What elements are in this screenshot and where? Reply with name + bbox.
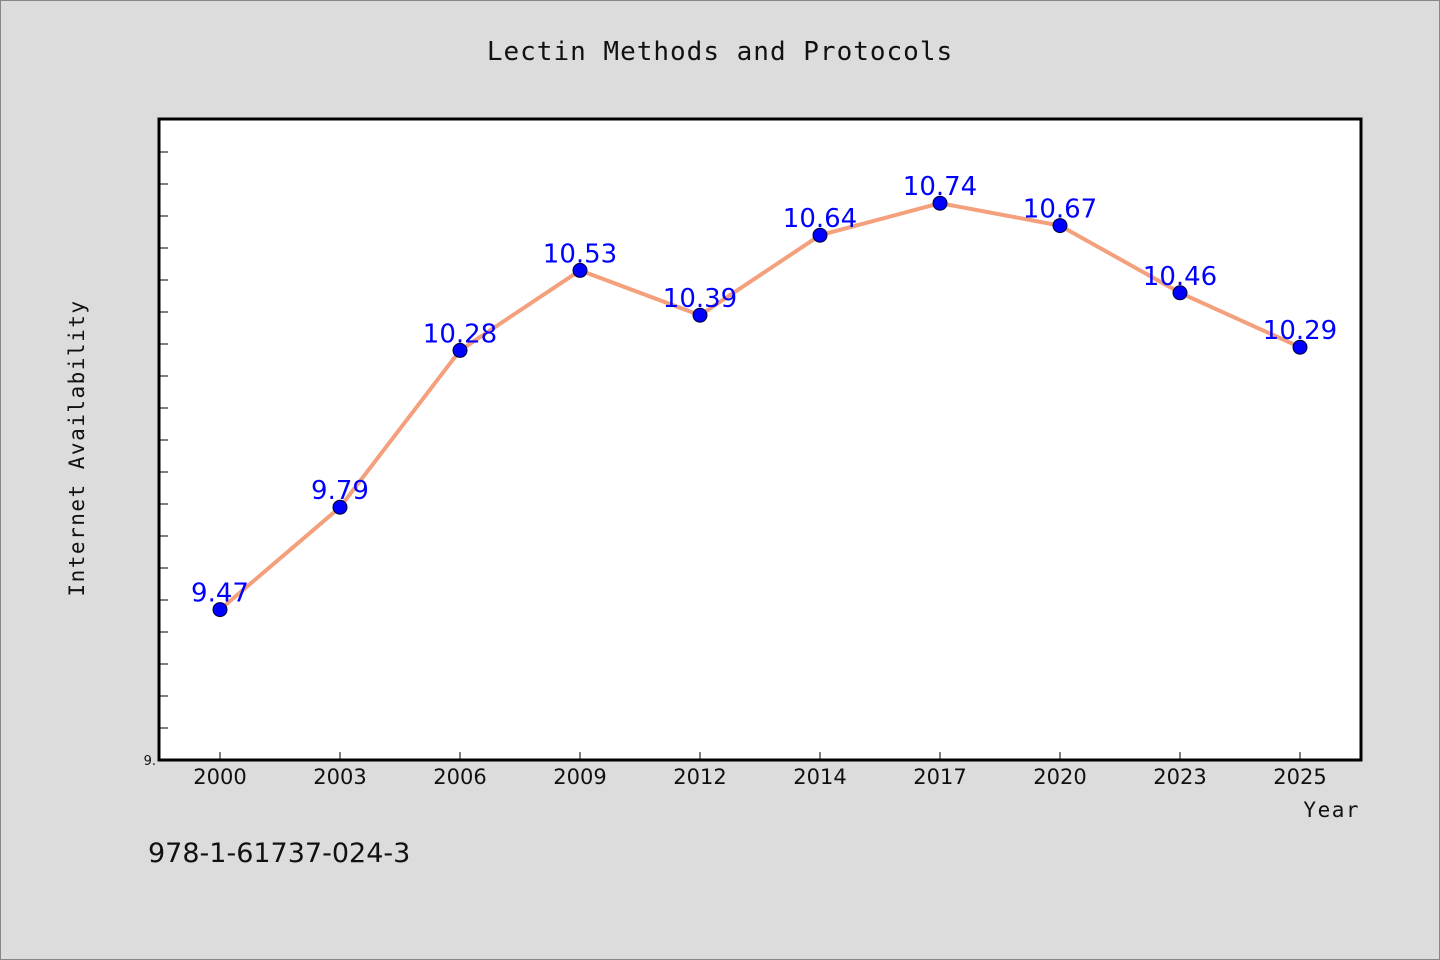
y-tick-label: 9.	[144, 754, 156, 769]
data-label: 10.64	[783, 204, 857, 234]
y-axis-label: Internet Availability	[65, 299, 89, 596]
isbn-footer: 978-1-61737-024-3	[148, 838, 410, 869]
data-labels-layer: 9.47 9.79 10.28 10.53 10.39 10.64 10.74 10.67 10…	[191, 172, 1337, 608]
x-tick-label: 2009	[553, 765, 606, 789]
x-tick-label: 2006	[433, 765, 486, 789]
data-label: 9.47	[191, 579, 249, 609]
x-tick-label: 2014	[793, 765, 846, 789]
data-point	[1292, 339, 1308, 355]
data-label: 10.67	[1023, 195, 1097, 225]
data-point	[452, 342, 468, 358]
x-tick-label: 2000	[193, 765, 246, 789]
x-tick-label: 2020	[1033, 765, 1086, 789]
data-label: 10.46	[1143, 262, 1217, 292]
data-point	[932, 195, 948, 211]
x-axis-ticks: 2000 2003 2006 2009 2012 2014 2017 2020 2023 2025	[193, 752, 1327, 789]
x-tick-label: 2025	[1273, 765, 1326, 789]
data-point	[212, 602, 228, 618]
x-tick-label: 2023	[1153, 765, 1206, 789]
data-point	[332, 499, 348, 515]
data-point	[812, 227, 828, 243]
series-layer	[212, 195, 1308, 618]
data-point	[1172, 285, 1188, 301]
data-label: 10.53	[543, 239, 617, 269]
series-line	[218, 201, 1301, 612]
data-point	[692, 307, 708, 323]
data-label: 10.39	[663, 284, 737, 314]
data-label: 10.29	[1263, 316, 1337, 346]
x-tick-label: 2012	[673, 765, 726, 789]
x-axis-label: Year	[1303, 798, 1360, 822]
y-axis-ticks: 9.	[144, 151, 168, 769]
data-label: 10.28	[423, 319, 497, 349]
x-tick-label: 2003	[313, 765, 366, 789]
data-label: 9.79	[311, 476, 369, 506]
data-point	[1052, 218, 1068, 234]
data-point	[572, 262, 588, 278]
x-tick-label: 2017	[913, 765, 966, 789]
plot-area	[157, 117, 1363, 762]
chart-title: Lectin Methods and Protocols	[487, 37, 953, 67]
data-label: 10.74	[903, 172, 977, 202]
